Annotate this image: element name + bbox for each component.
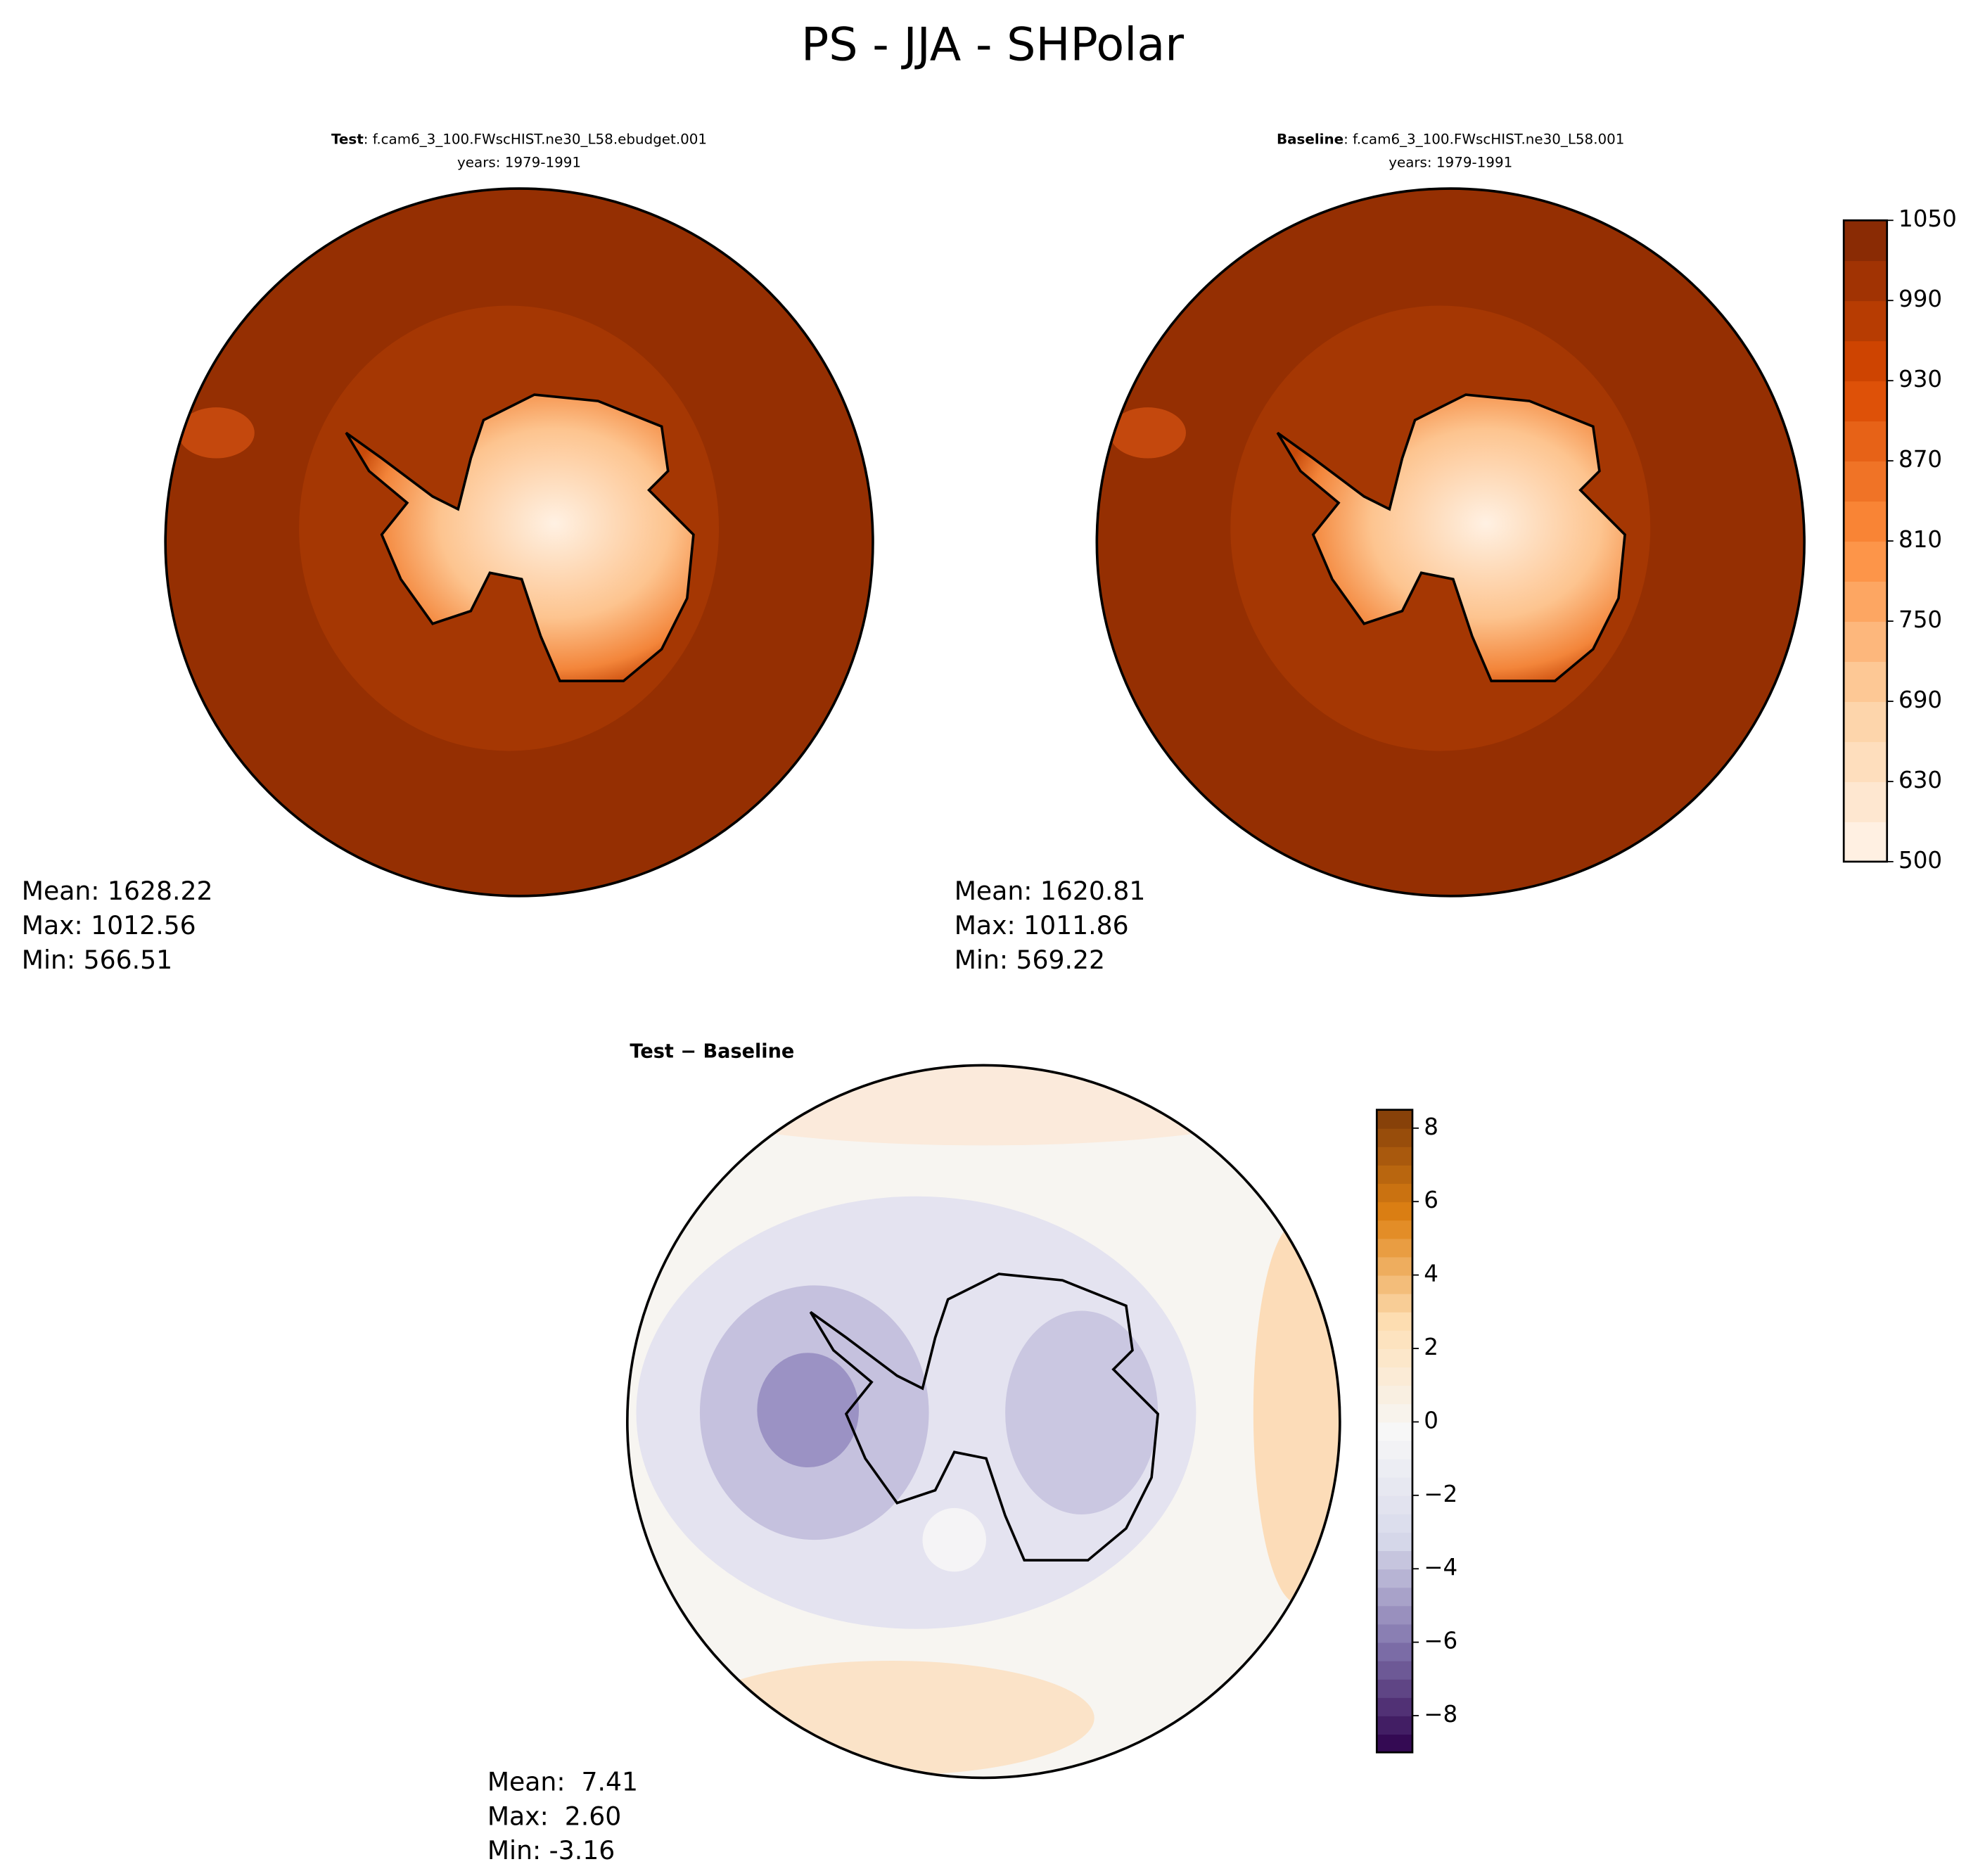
colorbar-segment — [1377, 1422, 1412, 1441]
colorbar-segment — [1377, 1385, 1412, 1405]
colorbar-segment — [1377, 1660, 1412, 1680]
colorbar-segment — [1377, 1275, 1412, 1294]
colorbar-tick-label: 6 — [1424, 1187, 1438, 1213]
colorbar-segment — [1377, 1716, 1412, 1735]
colorbar-segment — [1377, 1146, 1412, 1166]
colorbar-tick-label: 990 — [1898, 286, 1942, 312]
colorbar-segment — [1844, 421, 1887, 462]
panel-case: : f.cam6_3_100.FWscHIST.ne30_L58.001 — [1343, 132, 1624, 148]
map — [165, 189, 873, 896]
colorbar-segment — [1377, 1109, 1412, 1129]
colorbar-segment — [1377, 1734, 1412, 1754]
colorbar-segment — [1844, 220, 1887, 262]
stat: Min: -3.16 — [487, 1835, 615, 1865]
figure-title: PS - JJA - SHPolar — [801, 18, 1184, 71]
colorbar-tick-label: 870 — [1898, 446, 1942, 473]
colorbar-segment — [1377, 1513, 1412, 1533]
colorbar-segment — [1377, 1238, 1412, 1258]
colorbar-tick-label: 930 — [1898, 366, 1942, 393]
colorbar-tick-label: 750 — [1898, 606, 1942, 633]
colorbar-segment — [1377, 1165, 1412, 1185]
colorbar-segment — [1844, 741, 1887, 782]
colorbar-segment — [1377, 1458, 1412, 1478]
colorbar-segment — [1844, 781, 1887, 822]
stat: Max: 1011.86 — [955, 910, 1129, 940]
colorbar-segment — [1844, 621, 1887, 662]
map-border — [626, 1064, 1341, 1780]
stat: Mean: 1628.22 — [22, 876, 213, 906]
colorbar-segment — [1377, 1329, 1412, 1349]
colorbar-segment — [1377, 1348, 1412, 1368]
colorbar-segment — [1844, 461, 1887, 502]
colorbar-segment — [1844, 501, 1887, 542]
map-border — [1095, 187, 1806, 898]
colorbar-tick-label: 630 — [1898, 767, 1942, 793]
colorbar-segment — [1377, 1128, 1412, 1147]
stat: Max: 2.60 — [487, 1801, 621, 1831]
colorbar-frame — [1375, 1109, 1414, 1754]
colorbar-segment — [1377, 1495, 1412, 1514]
colorbar-segment — [1377, 1311, 1412, 1331]
colorbar-segment — [1844, 340, 1887, 382]
colorbar-segment — [1377, 1642, 1412, 1661]
colorbar-tick-label: 810 — [1898, 526, 1942, 553]
colorbar-tick-label: 1050 — [1898, 205, 1957, 232]
colorbar-tick-label: 4 — [1424, 1261, 1438, 1287]
panel-title: Test: f.cam6_3_100.FWscHIST.ne30_L58.ebu… — [331, 132, 707, 148]
colorbar-tick-label: 690 — [1898, 687, 1942, 713]
colorbar-segment — [1844, 541, 1887, 582]
colorbar-segment — [1844, 661, 1887, 702]
panel-years: years: 1979-1991 — [457, 154, 581, 170]
panel-label: Baseline — [1277, 132, 1343, 148]
colorbar-segment — [1377, 1220, 1412, 1239]
stat: Mean: 7.41 — [487, 1767, 638, 1797]
panel-title: Baseline: f.cam6_3_100.FWscHIST.ne30_L58… — [1277, 132, 1624, 148]
colorbar-segment — [1377, 1678, 1412, 1698]
map-border — [164, 187, 874, 898]
colorbar-tick-label: −4 — [1424, 1554, 1457, 1581]
colorbar-segment — [1377, 1293, 1412, 1313]
stat: Mean: 1620.81 — [955, 876, 1146, 906]
colorbar-segment — [1844, 821, 1887, 862]
colorbar-segment — [1844, 300, 1887, 342]
colorbar-tick-label: 2 — [1424, 1334, 1438, 1360]
colorbar-segment — [1377, 1476, 1412, 1496]
colorbar-segment — [1377, 1256, 1412, 1276]
colorbar-segment — [1844, 701, 1887, 742]
colorbar-tick-label: −2 — [1424, 1481, 1457, 1507]
colorbar-segment — [1844, 581, 1887, 622]
colorbar-tick-label: 8 — [1424, 1114, 1438, 1140]
colorbar-segment — [1377, 1605, 1412, 1625]
panel-years: years: 1979-1991 — [1389, 154, 1512, 170]
colorbar-tick-label: −8 — [1424, 1701, 1457, 1728]
colorbar-segment — [1377, 1532, 1412, 1552]
colorbar-segment — [1377, 1367, 1412, 1386]
colorbar-segment — [1377, 1569, 1412, 1588]
colorbar-tick-label: 500 — [1898, 847, 1942, 874]
map — [1097, 189, 1805, 896]
map — [627, 1065, 1340, 1778]
panel-label: Test — [331, 132, 364, 148]
colorbar-segment — [1377, 1697, 1412, 1716]
panel-title: Test − Baseline — [630, 1041, 794, 1063]
colorbar-segment — [1844, 381, 1887, 422]
colorbar-segment — [1377, 1403, 1412, 1423]
stat: Max: 1012.56 — [22, 910, 196, 940]
colorbar-segment — [1377, 1183, 1412, 1203]
stat: Min: 569.22 — [955, 945, 1105, 975]
colorbar-tick-label: −6 — [1424, 1628, 1457, 1654]
colorbar-segment — [1377, 1587, 1412, 1607]
colorbar-segment — [1377, 1201, 1412, 1221]
colorbar-segment — [1377, 1550, 1412, 1570]
colorbar-segment — [1377, 1623, 1412, 1643]
colorbar-tick-label: 0 — [1424, 1407, 1438, 1434]
panel-case: : f.cam6_3_100.FWscHIST.ne30_L58.ebudget… — [364, 132, 707, 148]
colorbar-segment — [1377, 1440, 1412, 1460]
stat: Min: 566.51 — [22, 945, 172, 975]
colorbar-segment — [1844, 260, 1887, 302]
